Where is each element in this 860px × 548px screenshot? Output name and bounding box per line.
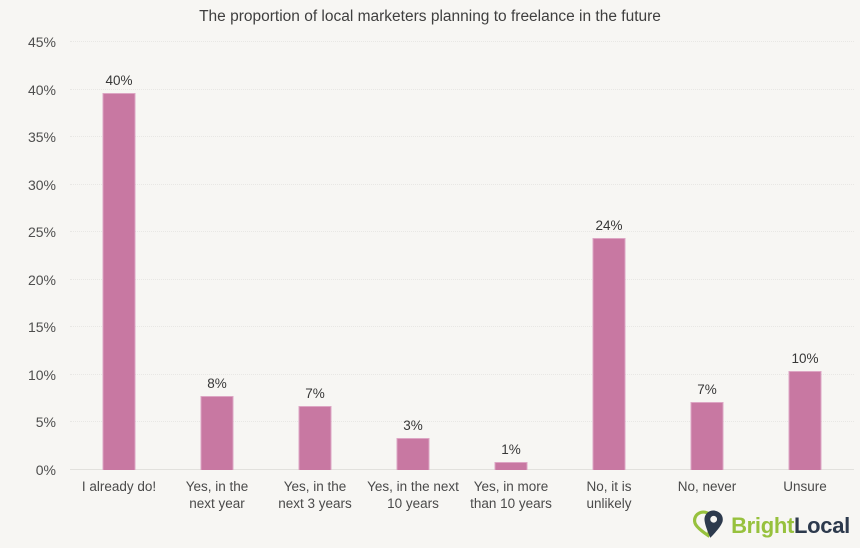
x-category-label: No, never [677, 479, 737, 494]
bar-8 [788, 371, 822, 470]
bar-value-label: 7% [697, 382, 717, 398]
y-tick-label: 30% [27, 176, 56, 193]
gridline [70, 326, 854, 328]
plot-area: 40% 8% 7% 3% 1% 24% 7% 10% [70, 41, 854, 470]
map-pin-icon [692, 509, 728, 542]
gridline [70, 183, 854, 185]
bar-column: 10% [756, 42, 854, 470]
bar-column: 8% [168, 42, 266, 470]
gridline [70, 421, 854, 423]
bar-value-label: 10% [791, 351, 819, 367]
x-category-label: Yes, in the next 3 years [278, 479, 352, 511]
bar-5 [494, 462, 528, 470]
gridline [70, 231, 854, 233]
x-category-label: Yes, in more than 10 years [470, 479, 552, 511]
bar-column: 1% [462, 42, 560, 470]
y-tick-label: 40% [27, 81, 56, 98]
logo-text-local: Local [794, 512, 850, 538]
bar-column: 40% [70, 42, 168, 470]
bar-3 [298, 406, 332, 470]
bar-column: 7% [658, 42, 756, 470]
y-tick-label: 20% [27, 271, 56, 288]
bar-value-label: 40% [105, 73, 133, 89]
bar-column: 24% [560, 42, 658, 470]
bar-6 [592, 237, 626, 470]
bar-value-label: 1% [501, 442, 521, 458]
bar-column: 7% [266, 42, 364, 470]
gridline [70, 278, 854, 280]
x-category-label: No, it is unlikely [586, 479, 632, 511]
gridline [70, 373, 854, 375]
x-axis-baseline [70, 469, 854, 470]
gridline [70, 41, 854, 42]
x-category-label: Unsure [783, 479, 827, 494]
y-axis: 0% 5% 10% 15% 20% 25% 30% 35% 40% 45% [0, 34, 62, 478]
bar-column: 3% [364, 42, 462, 470]
y-tick-label: 10% [27, 366, 56, 383]
y-tick-label: 25% [27, 224, 56, 241]
x-category-label: I already do! [81, 479, 157, 494]
gridline [70, 88, 854, 90]
y-tick-label: 15% [27, 319, 56, 336]
bar-value-label: 8% [207, 375, 227, 391]
x-category-label: Yes, in the next 10 years [367, 479, 459, 511]
logo-text-bright: Bright [731, 512, 795, 538]
bar-1 [102, 93, 136, 470]
y-tick-label: 35% [27, 129, 56, 146]
bar-2 [200, 395, 234, 470]
bar-7 [690, 402, 724, 470]
y-tick-label: 0% [35, 462, 56, 478]
bar-value-label: 7% [305, 386, 325, 402]
gridline [70, 136, 854, 138]
bar-value-label: 3% [403, 417, 423, 433]
x-category-label: Yes, in the next year [185, 479, 249, 511]
y-tick-label: 45% [27, 34, 56, 50]
y-tick-label: 5% [35, 414, 56, 431]
bar-value-label: 24% [595, 217, 623, 233]
brightlocal-logo: BrightLocal [692, 509, 850, 542]
logo-text: BrightLocal [731, 513, 850, 539]
chart-title: The proportion of local marketers planni… [199, 8, 661, 25]
bar-4 [396, 437, 430, 470]
